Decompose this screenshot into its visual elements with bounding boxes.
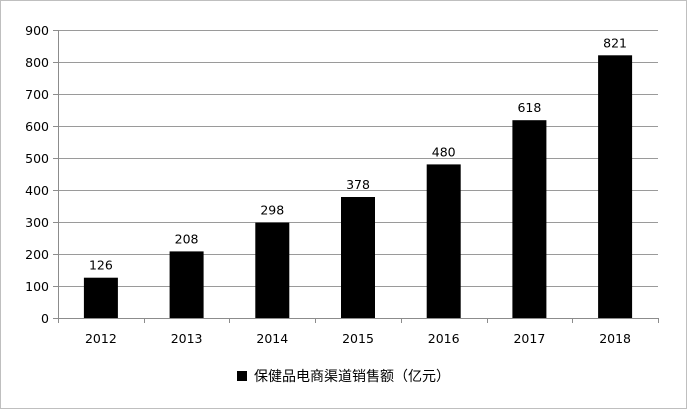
- y-tick-label: 900: [25, 23, 49, 38]
- y-tick-label: 600: [25, 119, 49, 134]
- legend-label: 保健品电商渠道销售额（亿元）: [254, 369, 450, 385]
- bar: [426, 164, 461, 318]
- x-tick-label: 2016: [428, 331, 460, 346]
- x-tick-label: 2014: [256, 331, 288, 346]
- x-tick-label: 2012: [85, 331, 117, 346]
- data-label: 821: [603, 35, 627, 50]
- y-tick-label: 200: [25, 247, 49, 262]
- data-labels: 126 208 298 378 480 618 821: [89, 35, 627, 272]
- data-label: 480: [432, 144, 456, 159]
- y-tick-label: 300: [25, 215, 49, 230]
- y-tick-label: 700: [25, 87, 49, 102]
- legend: 保健品电商渠道销售额（亿元）: [0, 366, 687, 386]
- data-label: 208: [175, 231, 199, 246]
- data-label: 618: [517, 100, 541, 115]
- bar: [598, 55, 633, 319]
- bars: [83, 55, 633, 319]
- x-tick-label: 2015: [342, 331, 374, 346]
- x-tick-label: 2017: [513, 331, 545, 346]
- data-label: 126: [89, 258, 113, 273]
- bar: [512, 120, 547, 318]
- gridlines: [53, 30, 659, 323]
- y-tick-label: 0: [41, 311, 49, 326]
- x-axis-ticks: 2012 2013 2014 2015 2016 2017 2018: [85, 331, 631, 346]
- x-tick-label: 2013: [171, 331, 203, 346]
- bar: [341, 197, 375, 318]
- bar: [255, 222, 290, 318]
- y-tick-label: 500: [25, 151, 49, 166]
- legend-swatch: [237, 371, 247, 381]
- x-tick-label: 2018: [599, 331, 631, 346]
- data-label: 298: [260, 203, 284, 218]
- bar: [83, 277, 118, 318]
- y-tick-label: 800: [25, 55, 49, 70]
- data-label: 378: [346, 177, 370, 192]
- y-axis-ticks: 0 100 200 300 400 500 600 700 800 900: [25, 23, 49, 326]
- y-tick-label: 400: [25, 183, 49, 198]
- bar: [169, 251, 204, 318]
- y-tick-label: 100: [25, 279, 49, 294]
